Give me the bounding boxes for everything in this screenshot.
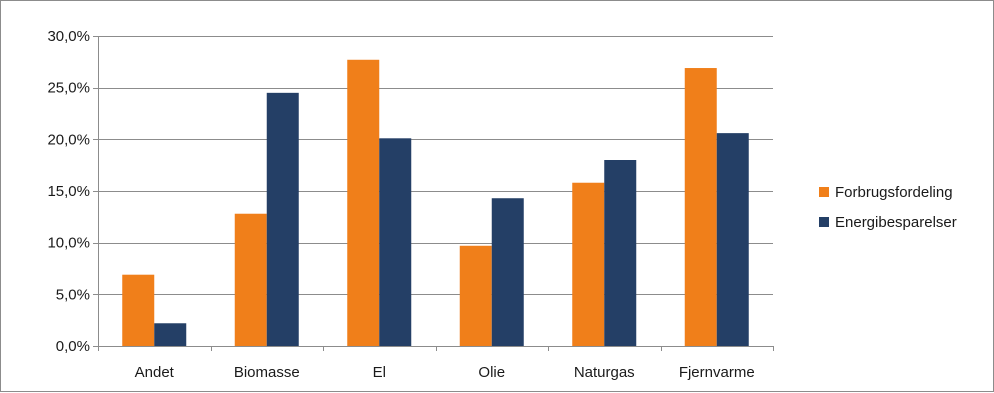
y-tick-labels: 0,0% 5,0% 10,0% 15,0% 20,0% 25,0% 30,0% bbox=[47, 28, 90, 355]
legend-item-energibesparelser: Energibesparelser bbox=[819, 207, 957, 237]
legend-swatch bbox=[819, 217, 829, 227]
bar-energibesparelser-andet bbox=[154, 323, 187, 346]
legend-swatch bbox=[819, 187, 829, 197]
legend-label: Energibesparelser bbox=[835, 213, 957, 231]
bars bbox=[122, 59, 749, 347]
bar-forbrugsfordeling-andet bbox=[122, 274, 155, 346]
bar-forbrugsfordeling-olie bbox=[459, 245, 492, 346]
y-tick-label: 15,0% bbox=[47, 183, 90, 200]
bar-forbrugsfordeling-el bbox=[347, 59, 380, 347]
x-tick-label: El bbox=[373, 364, 386, 381]
y-tick-label: 0,0% bbox=[56, 338, 90, 355]
x-tick-label: Andet bbox=[135, 364, 175, 381]
y-tick-label: 5,0% bbox=[56, 286, 90, 303]
x-tick-label: Biomasse bbox=[234, 364, 300, 381]
bar-energibesparelser-naturgas bbox=[604, 160, 637, 346]
y-tick-label: 25,0% bbox=[47, 80, 90, 97]
legend: Forbrugsfordeling Energibesparelser bbox=[819, 177, 957, 237]
x-tick-label: Olie bbox=[478, 364, 505, 381]
bar-energibesparelser-fjernvarme bbox=[716, 133, 749, 346]
x-tick-labels: Andet Biomasse El Olie Naturgas Fjernvarme bbox=[135, 364, 755, 381]
legend-label: Forbrugsfordeling bbox=[835, 183, 953, 201]
bar-forbrugsfordeling-naturgas bbox=[572, 182, 605, 346]
bar-energibesparelser-biomasse bbox=[266, 92, 299, 346]
y-tick-label: 10,0% bbox=[47, 235, 90, 252]
axes bbox=[93, 36, 774, 351]
x-tick-label: Fjernvarme bbox=[679, 364, 755, 381]
y-tick-label: 30,0% bbox=[47, 28, 90, 45]
gridlines bbox=[98, 36, 773, 295]
bar-energibesparelser-el bbox=[379, 138, 412, 346]
legend-item-forbrugsfordeling: Forbrugsfordeling bbox=[819, 177, 957, 207]
x-tick-label: Naturgas bbox=[574, 364, 635, 381]
bar-forbrugsfordeling-fjernvarme bbox=[684, 68, 717, 347]
bar-forbrugsfordeling-biomasse bbox=[234, 213, 267, 346]
bar-energibesparelser-olie bbox=[491, 198, 524, 346]
y-tick-label: 20,0% bbox=[47, 131, 90, 148]
